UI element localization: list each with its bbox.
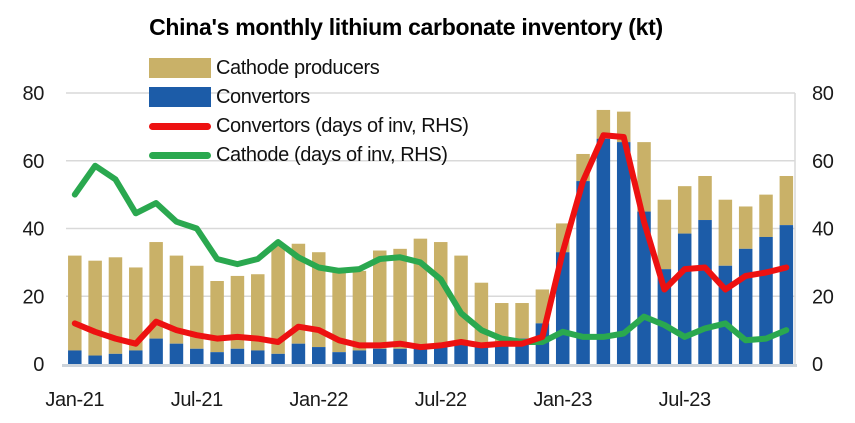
bar-cathode-producers-Mar-21 [108,257,123,354]
bar-cathode-producers-Dec-21 [291,243,306,344]
left-axis-tick-80: 80 [23,83,45,105]
bar-cathode-producers-Aug-22 [454,255,468,344]
bar-cathode-producers-Jul-21 [190,265,204,349]
bar-convertors-Jul-21 [190,348,204,364]
bar-convertors-Oct-22 [494,341,509,364]
bar-cathode-producers-Feb-22 [332,272,346,353]
bar-convertors-Sep-22 [474,343,489,364]
bar-cathode-producers-Dec-23 [779,175,794,226]
bar-convertors-Nov-23 [759,236,773,364]
x-axis-label-Jan-23: Jan-23 [533,389,592,411]
legend-label: Cathode producers [216,57,380,79]
bar-convertors-Feb-21 [88,355,102,364]
bar-cathode-producers-Nov-23 [759,194,773,237]
bar-cathode-producers-Apr-22 [373,250,387,349]
bar-convertors-Feb-22 [332,352,346,364]
bar-cathode-producers-May-22 [393,248,407,349]
bar-convertors-Mar-23 [596,138,611,364]
left-axis-tick-60: 60 [23,151,45,173]
bar-cathode-producers-Jan-21 [68,255,82,351]
legend-item: Cathode producers [149,57,469,79]
bar-convertors-Dec-21 [291,343,306,364]
bar-cathode-producers-Oct-22 [494,303,509,342]
bar-convertors-Jun-21 [169,343,184,364]
bar-convertors-Aug-23 [698,220,712,364]
bar-convertors-Aug-21 [210,352,224,364]
bar-convertors-Jul-23 [677,233,692,364]
bar-convertors-May-22 [393,348,407,364]
legend-label: Cathode (days of inv, RHS) [216,144,448,166]
bar-convertors-Nov-21 [271,353,285,364]
bar-cathode-producers-Jul-23 [677,186,692,234]
right-axis-tick-20: 20 [812,286,834,308]
bar-cathode-producers-Aug-23 [698,175,712,221]
right-axis-tick-60: 60 [812,151,834,173]
legend-swatch-bar-icon [149,87,211,107]
bar-cathode-producers-Jun-23 [657,199,672,270]
legend-swatch-line-icon [149,151,211,159]
legend-swatch-line-icon [149,122,211,130]
left-axis-tick-20: 20 [23,286,45,308]
x-axis-label-Jan-22: Jan-22 [289,389,348,411]
right-axis-tick-0: 0 [812,354,823,376]
bar-cathode-producers-Jun-22 [413,238,428,349]
bar-convertors-Jun-23 [657,269,672,364]
legend-item: Convertors [149,86,469,108]
bar-cathode-producers-Nov-22 [515,303,529,339]
legend-label: Convertors [216,86,310,108]
bar-convertors-Apr-22 [373,348,387,364]
bar-cathode-producers-May-23 [637,142,651,212]
x-axis-label-Jul-22: Jul-22 [415,389,467,411]
right-axis-tick-80: 80 [812,83,834,105]
bar-cathode-producers-Mar-23 [596,109,611,139]
legend-label: Convertors (days of inv, RHS) [216,115,469,137]
bar-convertors-Dec-23 [779,225,794,364]
right-axis-tick-40: 40 [812,219,834,241]
bar-convertors-Jul-22 [433,347,448,364]
legend-item: Cathode (days of inv, RHS) [149,144,469,166]
bar-convertors-Oct-21 [251,350,265,364]
bar-cathode-producers-Jun-21 [169,255,184,344]
line-convertors-days [71,132,790,351]
bar-cathode-producers-Feb-21 [88,260,102,356]
line-cathode-days [71,162,790,345]
bar-convertors-Apr-21 [129,350,143,364]
bar-cathode-producers-May-21 [149,242,163,339]
bar-convertors-Jan-22 [312,347,326,364]
left-axis-tick-40: 40 [23,219,45,241]
bar-cathode-producers-Sep-21 [230,275,245,349]
bar-cathode-producers-Jan-22 [312,252,326,348]
legend-item: Convertors (days of inv, RHS) [149,115,469,137]
bar-cathode-producers-Oct-21 [251,274,265,351]
left-axis-tick-0: 0 [33,354,44,376]
chart-title: China's monthly lithium carbonate invent… [149,14,663,40]
bar-cathode-producers-Aug-21 [210,281,224,353]
bar-cathode-producers-Nov-21 [271,243,285,354]
bar-cathode-producers-Apr-21 [129,267,143,351]
bar-convertors-May-21 [149,338,163,364]
bar-convertors-Feb-23 [576,181,590,364]
legend-swatch-bar-icon [149,58,211,78]
x-axis-label-Jan-21: Jan-21 [45,389,104,411]
bar-convertors-May-23 [637,211,651,364]
bar-cathode-producers-Mar-22 [352,270,367,351]
x-axis-label-Jul-21: Jul-21 [171,389,223,411]
bar-convertors-Oct-23 [738,248,753,364]
bar-convertors-Aug-22 [454,343,468,364]
legend: Cathode producers Convertors Convertors (d… [149,57,469,166]
bar-cathode-producers-Sep-23 [718,199,733,266]
bar-convertors-Jan-21 [68,350,82,364]
bar-cathode-producers-Oct-23 [738,206,753,249]
bar-convertors-Jun-22 [413,348,428,364]
bar-convertors-Sep-21 [230,348,245,364]
bar-convertors-Mar-21 [108,353,123,364]
bar-convertors-Mar-22 [352,350,367,364]
bar-cathode-producers-Jul-22 [433,242,448,348]
bar-convertors-Apr-23 [616,142,631,364]
x-axis-label-Jul-23: Jul-23 [659,389,711,411]
